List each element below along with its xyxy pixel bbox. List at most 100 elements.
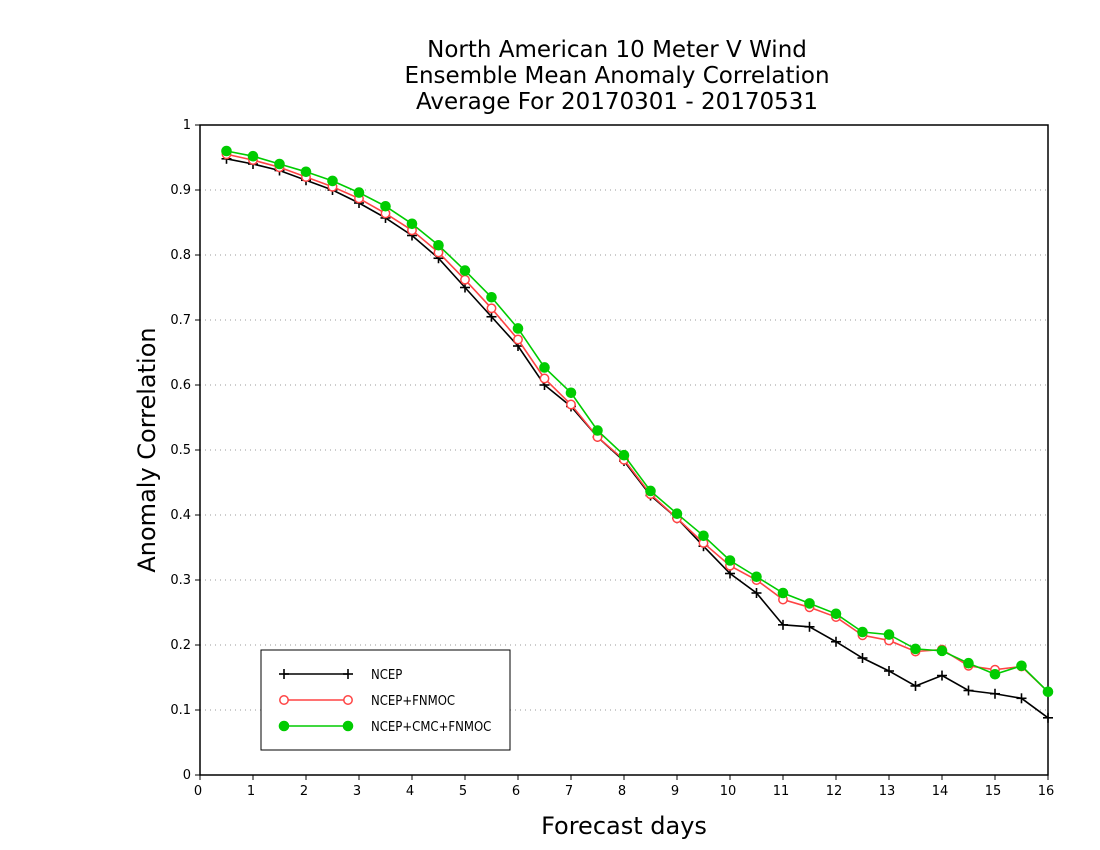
data-point [300, 166, 312, 178]
series-layer [221, 145, 1054, 723]
x-tick-label: 9 [671, 784, 679, 799]
chart-title: North American 10 Meter V Wind Ensemble … [404, 37, 829, 115]
x-tick-label: 11 [773, 784, 790, 799]
data-point [592, 425, 603, 436]
data-point [963, 657, 974, 669]
data-point [539, 362, 550, 373]
data-point [804, 621, 815, 632]
chart-title-line-2: Ensemble Mean Anomaly Correlation [404, 63, 829, 89]
y-tick-label: 1 [183, 118, 191, 133]
series-ncep-fnmoc [221, 149, 1053, 697]
series-line [226, 158, 1049, 719]
y-tick-label: 0.3 [170, 573, 191, 588]
data-point [539, 373, 550, 384]
y-tick-label: 0.7 [170, 313, 191, 328]
x-tick-label: 1 [247, 784, 255, 799]
data-point [566, 399, 576, 410]
data-point [990, 688, 1000, 699]
data-point [1016, 660, 1027, 672]
axis-ticks [195, 124, 1049, 780]
legend-box [260, 649, 511, 751]
x-axis-title: Forecast days [541, 812, 707, 840]
legend-marker [343, 669, 353, 679]
y-tick-label: 0 [183, 768, 191, 783]
data-point [804, 598, 815, 609]
legend-marker [278, 720, 290, 732]
chart-title-line-3: Average For 20170301 - 20170531 [416, 89, 818, 115]
legend-label: NCEP+FNMOC [371, 694, 455, 709]
series-line [226, 153, 1049, 693]
data-point [1043, 712, 1053, 723]
data-point [513, 334, 523, 345]
data-point [857, 626, 868, 638]
x-tick-label: 0 [194, 784, 202, 799]
data-point [380, 200, 391, 212]
series-ncep-cmc-fnmoc [221, 145, 1054, 698]
data-point [353, 187, 365, 198]
x-tick-label: 15 [985, 784, 1002, 799]
data-point [565, 387, 577, 399]
x-tick-label: 4 [406, 784, 414, 799]
legend-entry: NCEP+CMC+FNMOC [278, 720, 491, 735]
data-point [671, 508, 683, 520]
legend-label: NCEP [371, 668, 402, 683]
data-point [937, 670, 947, 681]
data-point [883, 629, 895, 640]
legend-entry: NCEP [279, 668, 402, 683]
data-point [884, 666, 894, 676]
x-tick-label: 7 [565, 784, 573, 799]
data-point [1016, 693, 1027, 704]
data-point [512, 323, 524, 334]
legend-marker [279, 669, 289, 679]
y-tick-label: 0.5 [170, 443, 191, 458]
data-point [910, 643, 921, 655]
data-point [1042, 686, 1054, 698]
x-tick-label: 14 [932, 784, 949, 799]
data-point [830, 608, 842, 620]
y-tick-label: 0.9 [170, 183, 191, 198]
legend: NCEP NCEP+FNMOC NCEP+CMC+FNMOC [260, 649, 511, 751]
x-tick-label: 5 [459, 784, 467, 799]
legend-marker [343, 695, 353, 705]
y-tick-label: 0.6 [170, 378, 191, 393]
data-point [327, 175, 338, 187]
data-point [751, 588, 762, 598]
x-tick-label: 12 [826, 784, 843, 799]
data-point [963, 685, 974, 696]
x-tick-label: 13 [879, 784, 896, 799]
x-tick-label: 2 [300, 784, 308, 799]
data-point [751, 571, 762, 583]
x-tick-label: 16 [1038, 784, 1055, 799]
data-point [433, 239, 444, 251]
data-point [618, 449, 630, 461]
x-tick-label: 3 [353, 784, 361, 799]
y-tick-label: 0.4 [170, 508, 191, 523]
y-tick-label: 0.8 [170, 248, 191, 263]
data-point [486, 291, 497, 303]
data-point [274, 158, 285, 170]
data-point [247, 150, 259, 162]
data-point [936, 645, 948, 657]
legend-marker [279, 695, 289, 705]
data-point [698, 530, 709, 542]
legend-marker [342, 720, 354, 732]
chart-title-line-1: North American 10 Meter V Wind [427, 37, 807, 63]
data-point [778, 619, 788, 630]
legend-entries: NCEP NCEP+FNMOC NCEP+CMC+FNMOC [278, 668, 491, 735]
x-tick-label: 8 [618, 784, 626, 799]
data-point [486, 311, 497, 322]
legend-label: NCEP+CMC+FNMOC [371, 720, 491, 735]
legend-entry: NCEP+FNMOC [279, 694, 455, 709]
y-axis-tick-labels: 0 0.1 0.2 0.3 0.4 0.5 0.6 0.7 0.8 0.9 1 [170, 118, 191, 783]
y-axis-title: Anomaly Correlation [133, 327, 161, 572]
x-axis-tick-labels: 0 1 2 3 4 5 6 7 8 9 10 11 12 13 14 15 16 [194, 784, 1054, 799]
y-tick-label: 0.2 [170, 638, 191, 653]
series-ncep [221, 153, 1053, 723]
y-tick-label: 0.1 [170, 703, 191, 718]
data-point [459, 265, 471, 276]
x-tick-label: 10 [720, 784, 737, 799]
data-point [724, 555, 736, 566]
data-point [460, 274, 470, 285]
x-tick-label: 6 [512, 784, 520, 799]
